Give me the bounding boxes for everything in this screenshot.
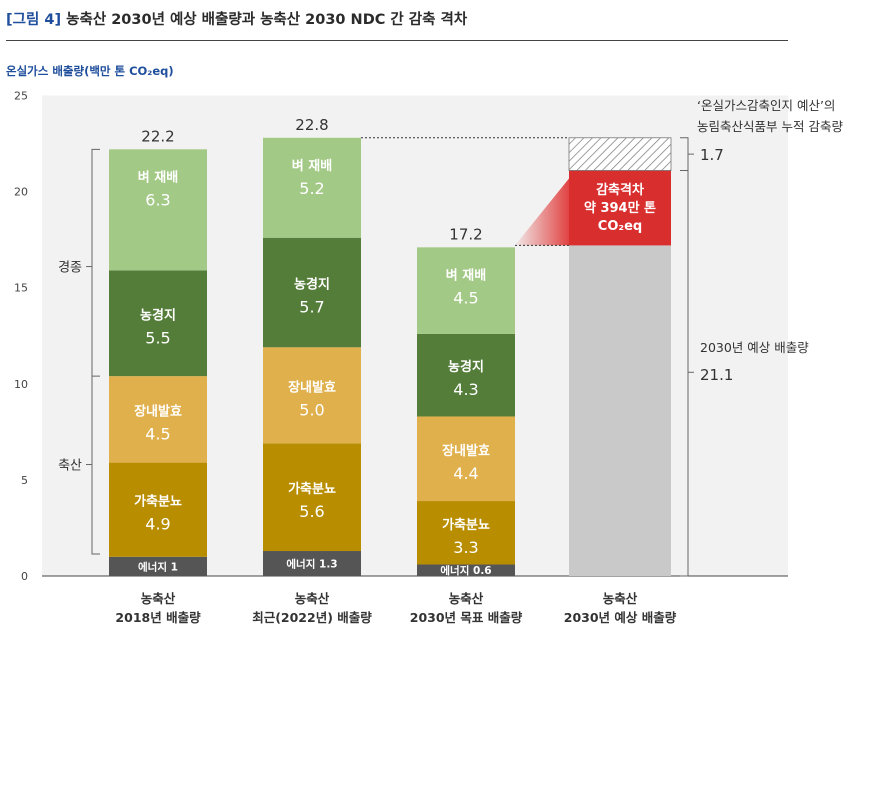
projection-bar-base [569, 245, 671, 576]
segment-label-name: 가축분뇨 [288, 481, 336, 497]
bracket-expected [680, 169, 689, 577]
y-tick-label: 15 [14, 282, 28, 295]
segment-label-name: 가축분뇨 [442, 517, 490, 533]
bar-segment-manure [109, 462, 207, 557]
segment-label-value: 5.0 [299, 400, 324, 419]
bar-total-label: 17.2 [449, 225, 482, 243]
bar-segment-enteric [417, 416, 515, 502]
bar-segment-enteric [263, 347, 361, 444]
gap-label-amount: 약 394만 톤 [584, 200, 656, 216]
segment-label-name: 장내발효 [442, 443, 490, 459]
budget-hatched-segment [568, 137, 672, 171]
segment-label-value: 4.4 [453, 464, 478, 483]
gap-label-unit: CO₂eq [598, 219, 642, 234]
x-category-label-line2: 2018년 배출량 [115, 610, 201, 625]
bar-segment-enteric [109, 376, 207, 463]
segment-label-name: 벼 재배 [446, 267, 486, 283]
x-category-label-line1: 농축산 [603, 591, 638, 606]
segment-label-value: 4.3 [453, 380, 478, 399]
budget-value: 1.7 [700, 146, 724, 164]
segment-label-name: 장내발효 [288, 379, 336, 395]
gap-wedge [515, 178, 569, 246]
segment-label-value: 5.2 [299, 179, 324, 198]
gap-label-title: 감축격차 [596, 182, 644, 198]
y-tick-label: 20 [14, 186, 28, 199]
budget-caption-line2: 농림축산식품부 누적 감축량 [697, 119, 843, 134]
segment-label-energy: 에너지 1.3 [286, 558, 337, 571]
segment-label-name: 가축분뇨 [134, 494, 182, 510]
segment-label-energy: 에너지 0.6 [440, 564, 491, 577]
bar-segment-energy [263, 551, 361, 576]
expected-caption: 2030년 예상 배출량 [700, 340, 809, 355]
segment-label-name: 농경지 [140, 307, 176, 323]
y-tick-label: 5 [21, 474, 28, 487]
figure-label: [그림 4] [6, 12, 62, 28]
bracket-cropland [91, 148, 100, 377]
x-category-label-line1: 농축산 [141, 591, 176, 606]
bar-segment-soil [109, 270, 207, 377]
segment-label-value: 4.9 [145, 515, 170, 534]
figure-title: [그림 4] 농축산 2030년 예상 배출량과 농축산 2030 NDC 간 … [6, 8, 467, 29]
segment-label-value: 3.3 [453, 538, 478, 557]
bar-segment-rice [263, 137, 361, 238]
figure-title-text: 농축산 2030년 예상 배출량과 농축산 2030 NDC 간 감축 격차 [66, 12, 468, 28]
y-tick-label: 0 [21, 570, 28, 583]
y-tick-label: 25 [14, 90, 28, 103]
x-category-label-line2: 최근(2022년) 배출량 [252, 610, 372, 625]
segment-label-name: 벼 재배 [292, 158, 332, 174]
bar-segment-energy [109, 556, 207, 576]
bar-total-label: 22.2 [141, 127, 174, 145]
bar-total-label: 22.8 [295, 116, 328, 134]
expected-value: 21.1 [700, 366, 733, 384]
title-divider [6, 40, 788, 41]
gap-segment [569, 170, 671, 246]
x-category-label-line1: 농축산 [295, 591, 330, 606]
segment-label-name: 장내발효 [134, 403, 182, 419]
x-category-label-line2: 2030년 목표 배출량 [410, 610, 523, 625]
segment-label-value: 5.6 [299, 502, 324, 521]
bar-segment-manure [263, 443, 361, 552]
segment-label-name: 벼 재배 [138, 169, 178, 185]
bar-segment-energy [417, 564, 515, 576]
bar-segment-rice [109, 149, 207, 271]
segment-label-name: 농경지 [448, 359, 484, 375]
y-tick-label: 10 [14, 378, 28, 391]
x-category-label-line2: 2030년 예상 배출량 [564, 610, 677, 625]
bar-segment-rice [417, 247, 515, 334]
segment-label-value: 6.3 [145, 190, 170, 209]
segment-label-value: 5.7 [299, 298, 324, 317]
bar-segment-soil [417, 333, 515, 417]
segment-label-name: 농경지 [294, 277, 330, 293]
group-label-livestock: 축산 [58, 459, 82, 474]
segment-label-energy: 에너지 1 [138, 560, 178, 573]
budget-caption-line1: ‘온실가스감축인지 예산’의 [697, 98, 835, 113]
x-category-label-line1: 농축산 [449, 591, 484, 606]
bracket-livestock [91, 375, 100, 555]
segment-label-value: 4.5 [145, 424, 170, 443]
segment-label-value: 4.5 [453, 288, 478, 307]
group-label-cropland: 경종 [58, 261, 82, 276]
bar-segment-manure [417, 501, 515, 565]
bar-segment-soil [263, 237, 361, 348]
y-axis-unit-label: 온실가스 배출량(백만 톤 CO₂eq) [6, 64, 174, 78]
segment-label-value: 5.5 [145, 328, 170, 347]
